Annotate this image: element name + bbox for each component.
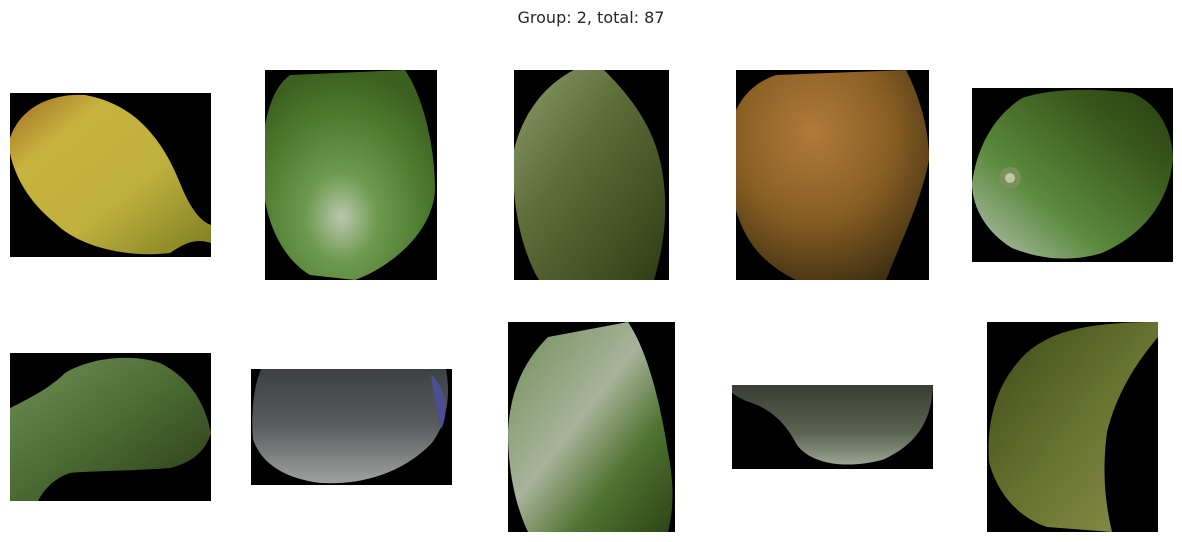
fruit-image-6 (10, 353, 211, 501)
fruit-image-1 (10, 93, 211, 257)
fruit-image-5 (972, 88, 1173, 262)
fruit-image-2 (265, 70, 437, 280)
fruit-image-3 (514, 70, 669, 280)
fruit-image-9 (732, 385, 933, 469)
fruit-image-4 (736, 70, 929, 280)
fruit-image-8 (508, 322, 675, 532)
figure-title: Group: 2, total: 87 (517, 8, 665, 27)
fruit-image-10 (987, 322, 1158, 532)
fruit-image-7 (251, 369, 452, 485)
